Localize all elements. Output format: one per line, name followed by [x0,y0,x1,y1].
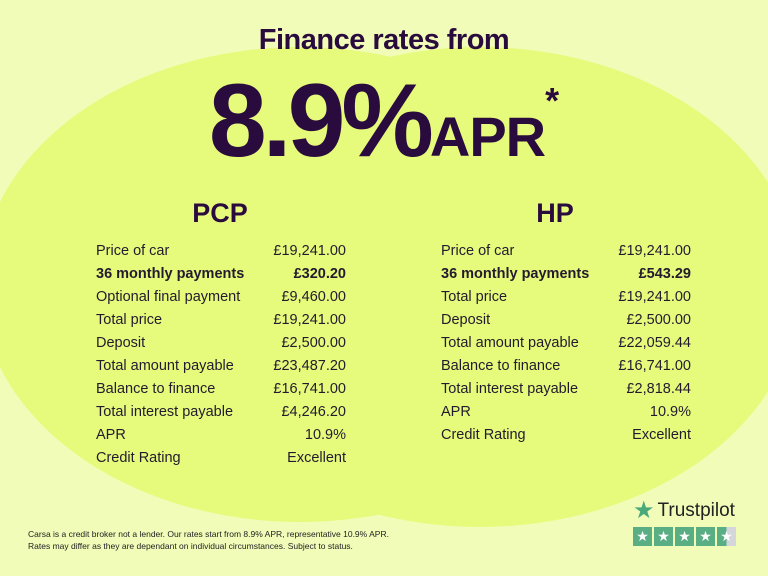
row-label: APR [96,427,126,443]
background-circle-right [160,47,768,527]
row-value: £2,818.44 [626,381,691,397]
pcp-table: Price of car £19,241.00 36 monthly payment… [96,240,346,470]
hp-table: Price of car £19,241.00 36 monthly payment… [441,240,691,447]
row-value: Excellent [632,427,691,443]
rate-value: 8.9% [208,63,434,179]
row-label: Deposit [441,312,491,328]
table-row: 36 monthly payments £543.29 [441,263,691,286]
asterisk: * [545,80,560,121]
row-label: Balance to finance [96,381,216,397]
disclaimer: Carsa is a credit broker not a lender. O… [28,528,389,552]
row-label: Total interest payable [441,381,579,397]
row-label: Total amount payable [441,335,579,351]
row-value: Excellent [287,450,346,466]
rating-star-icon: ★ [675,527,694,546]
pcp-title: PCP [192,198,248,228]
row-value: £19,241.00 [273,312,346,328]
row-label: Total price [96,312,163,328]
row-label: Credit Rating [441,427,526,443]
row-label: Credit Rating [96,450,181,466]
table-row: Balance to finance £16,741.00 [441,355,691,378]
rating-half-star-icon: ★ [717,527,736,546]
row-value: £19,241.00 [618,243,691,259]
row-label: Total interest payable [96,404,234,420]
disclaimer-line-2: Rates may differ as they are dependant o… [28,541,353,551]
row-value: £19,241.00 [618,289,691,305]
table-row: Price of car £19,241.00 [96,240,346,263]
rating-star-icon: ★ [654,527,673,546]
row-value: £320.20 [293,266,346,282]
row-value: £9,460.00 [281,289,346,305]
table-row: APR 10.9% [441,401,691,424]
rate-display: 8.9%APR* [0,62,768,181]
row-value: £2,500.00 [281,335,346,351]
table-row: 36 monthly payments £320.20 [96,263,346,286]
table-row: Total price £19,241.00 [96,309,346,332]
trustpilot-name: Trustpilot [657,500,735,521]
trustpilot-rating: ★ ★ ★ ★ ★ [633,527,736,546]
row-label: Price of car [441,243,515,259]
row-label: Balance to finance [441,358,561,374]
row-value: £19,241.00 [273,243,346,259]
table-row: Total amount payable £22,059.44 [441,332,691,355]
table-row: Total amount payable £23,487.20 [96,355,346,378]
hp-title: HP [536,198,574,228]
row-label: Optional final payment [96,289,241,305]
row-label: Total price [441,289,508,305]
row-value: £16,741.00 [618,358,691,374]
table-row: Credit Rating Excellent [96,447,346,470]
star-icon: ★ [633,497,655,524]
row-label: Total amount payable [96,358,234,374]
disclaimer-line-1: Carsa is a credit broker not a lender. O… [28,529,389,539]
table-row: Total interest payable £4,246.20 [96,401,346,424]
table-row: Total price £19,241.00 [441,286,691,309]
rating-star-icon: ★ [633,527,652,546]
table-row: Deposit £2,500.00 [96,332,346,355]
table-row: Balance to finance £16,741.00 [96,378,346,401]
row-label: Price of car [96,243,170,259]
table-row: Deposit £2,500.00 [441,309,691,332]
row-value: £22,059.44 [618,335,691,351]
trustpilot-badge[interactable]: ★ Trustpilot ★ ★ ★ ★ ★ [633,497,736,546]
table-row: Optional final payment £9,460.00 [96,286,346,309]
row-label: 36 monthly payments [441,266,590,282]
table-row: APR 10.9% [96,424,346,447]
rate-suffix: APR [429,105,546,168]
rating-star-icon: ★ [696,527,715,546]
table-row: Credit Rating Excellent [441,424,691,447]
row-value: £23,487.20 [273,358,346,374]
row-label: APR [441,404,471,420]
table-row: Price of car £19,241.00 [441,240,691,263]
row-value: 10.9% [649,404,691,420]
row-value: £4,246.20 [281,404,346,420]
row-label: 36 monthly payments [96,266,245,282]
table-row: Total interest payable £2,818.44 [441,378,691,401]
headline: Finance rates from [258,24,510,56]
row-value: £543.29 [638,266,691,282]
row-value: 10.9% [304,427,346,443]
row-label: Deposit [96,335,146,351]
row-value: £2,500.00 [626,312,691,328]
row-value: £16,741.00 [273,381,346,397]
